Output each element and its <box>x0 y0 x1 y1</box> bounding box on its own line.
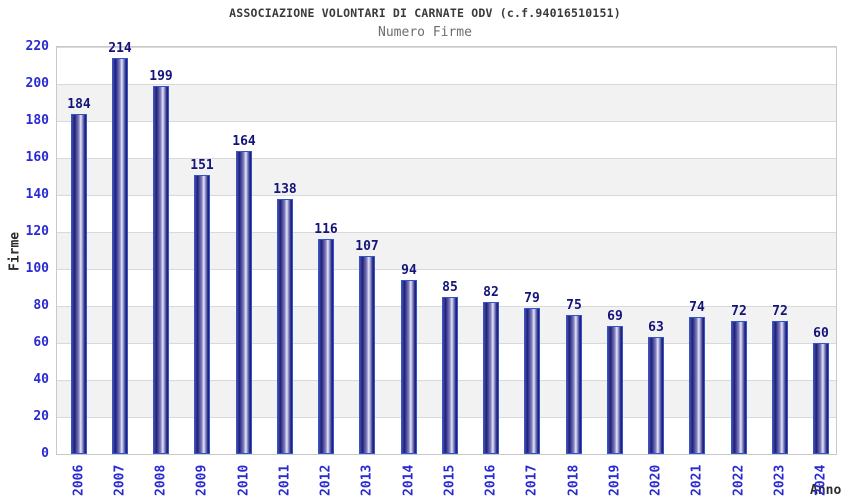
y-tick-label: 100 <box>25 261 49 276</box>
bar <box>607 326 623 454</box>
x-tick-label: 2016 <box>483 464 499 496</box>
x-tick-label: 2022 <box>731 464 747 496</box>
y-tick-label: 120 <box>25 224 49 239</box>
bar-value-label: 82 <box>483 285 499 300</box>
bar-value-label: 138 <box>273 182 297 197</box>
x-tick-label: 2012 <box>318 464 334 496</box>
bar-value-label: 85 <box>442 280 458 295</box>
bar <box>71 114 87 454</box>
chart-subtitle: Numero Firme <box>378 25 472 40</box>
x-tick-label: 2021 <box>689 464 705 496</box>
x-axis-title: Anno <box>810 483 842 498</box>
bar <box>524 308 540 454</box>
x-tick-label: 2011 <box>277 464 293 496</box>
bar <box>731 321 747 454</box>
y-tick-label: 160 <box>25 150 49 165</box>
x-tick-label: 2015 <box>442 464 458 496</box>
bar <box>442 297 458 454</box>
y-axis-title: Firme <box>7 231 23 271</box>
bar <box>318 239 334 454</box>
x-tick-label: 2017 <box>524 464 540 496</box>
bar <box>359 256 375 454</box>
bar <box>648 337 664 454</box>
y-tick-label: 220 <box>25 39 49 54</box>
bar-value-label: 184 <box>67 97 91 112</box>
bar-value-label: 164 <box>232 134 256 149</box>
x-tick-label: 2007 <box>112 464 128 496</box>
bar-value-label: 74 <box>689 300 705 315</box>
bar-value-label: 69 <box>607 309 623 324</box>
bar <box>236 151 252 454</box>
bar <box>112 58 128 454</box>
x-tick-label: 2024 <box>813 464 829 496</box>
x-tick-label: 2023 <box>772 464 788 496</box>
y-tick-label: 180 <box>25 113 49 128</box>
bar-value-label: 107 <box>355 239 379 254</box>
bar-value-label: 199 <box>149 69 173 84</box>
bar-value-label: 214 <box>108 41 132 56</box>
y-tick-label: 40 <box>33 372 49 387</box>
bar-value-label: 151 <box>190 158 214 173</box>
bar <box>483 302 499 454</box>
bar <box>153 86 169 454</box>
bar <box>277 199 293 454</box>
x-tick-label: 2018 <box>566 464 582 496</box>
x-tick-label: 2019 <box>607 464 623 496</box>
y-tick-label: 0 <box>41 446 49 461</box>
x-tick-label: 2009 <box>194 464 210 496</box>
x-tick-label: 2020 <box>648 464 664 496</box>
bar-value-label: 94 <box>401 263 417 278</box>
bar-value-label: 116 <box>314 222 338 237</box>
y-tick-label: 20 <box>33 409 49 424</box>
x-tick-label: 2010 <box>236 464 252 496</box>
bar-value-label: 60 <box>813 326 829 341</box>
x-tick-label: 2008 <box>153 464 169 496</box>
bar <box>689 317 705 454</box>
x-tick-label: 2014 <box>401 464 417 496</box>
x-tick-label: 2006 <box>71 464 87 496</box>
bar-value-label: 72 <box>731 304 747 319</box>
y-tick-label: 200 <box>25 76 49 91</box>
bar <box>813 343 829 454</box>
y-tick-label: 80 <box>33 298 49 313</box>
bar-value-label: 75 <box>566 298 582 313</box>
bar-value-label: 63 <box>648 320 664 335</box>
y-tick-label: 140 <box>25 187 49 202</box>
bar <box>194 175 210 454</box>
bar <box>566 315 582 454</box>
bar <box>772 321 788 454</box>
plot-area <box>56 46 837 455</box>
bar-value-label: 79 <box>524 291 540 306</box>
chart-title: ASSOCIAZIONE VOLONTARI DI CARNATE ODV (c… <box>229 6 621 20</box>
x-tick-label: 2013 <box>359 464 375 496</box>
y-tick-label: 60 <box>33 335 49 350</box>
bar-value-label: 72 <box>772 304 788 319</box>
bar <box>401 280 417 454</box>
